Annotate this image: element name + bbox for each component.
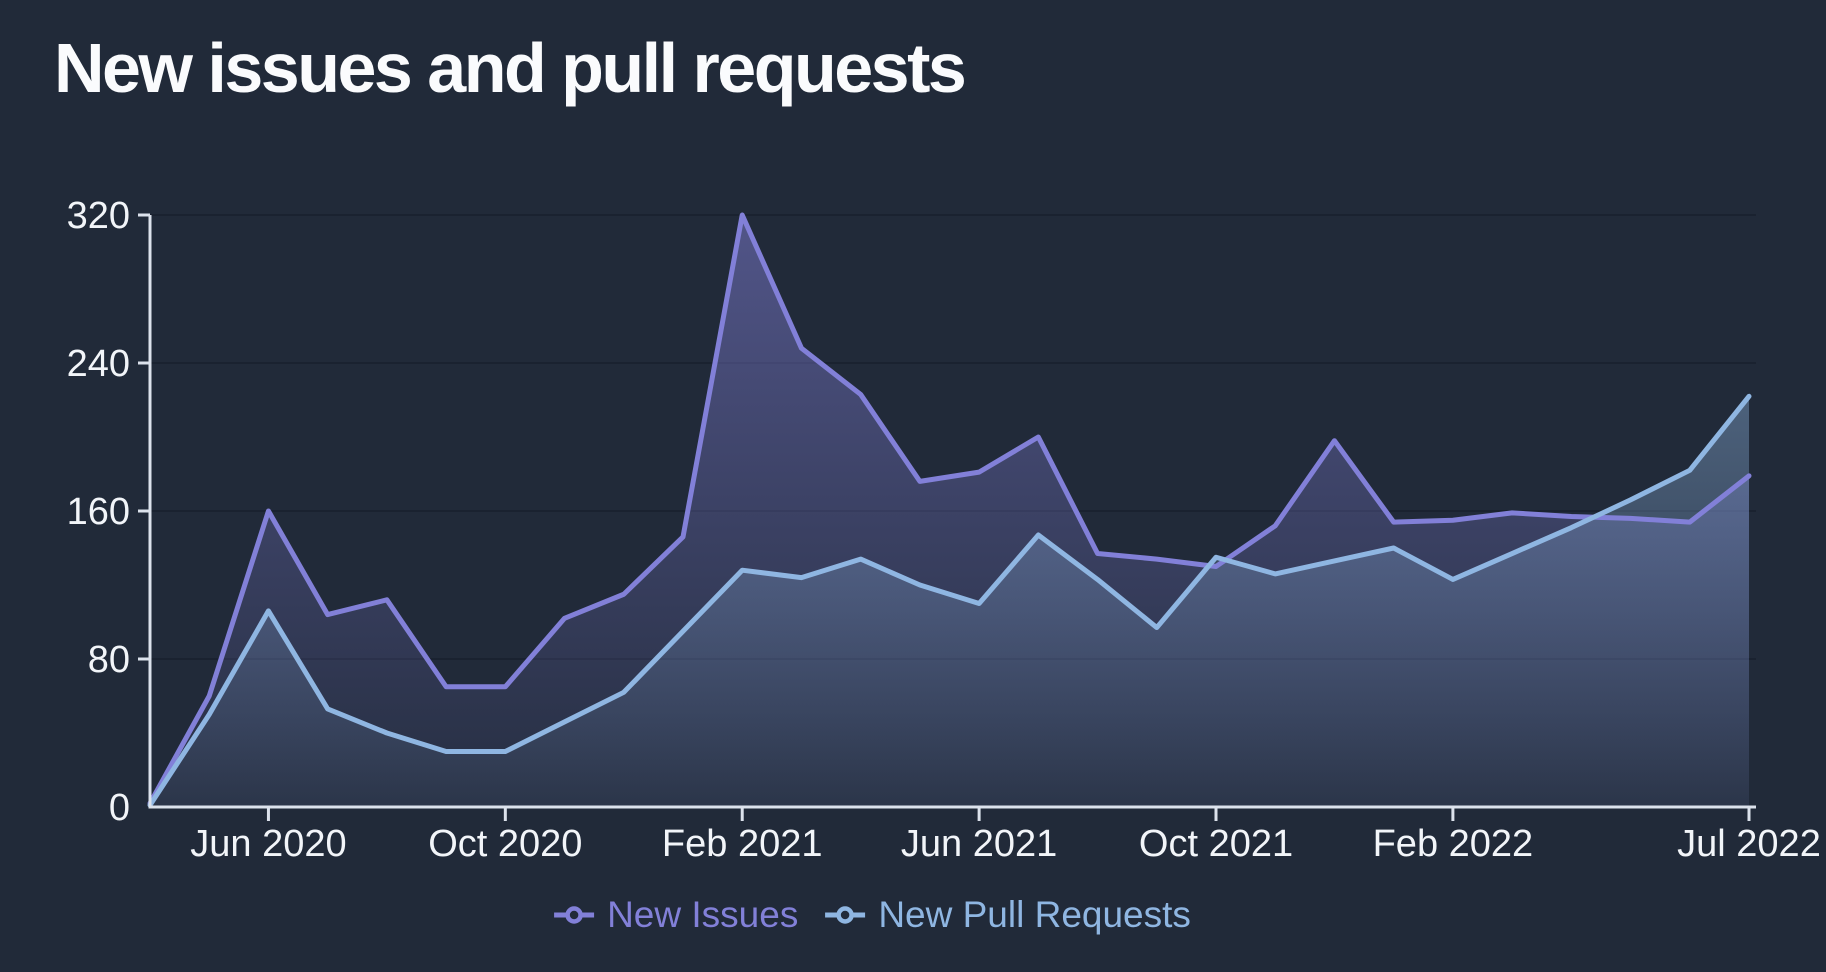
line-new-issues[interactable] — [147, 212, 1752, 806]
y-tick-label-160: 160 — [67, 491, 130, 533]
legend-item-new-issues[interactable]: New Issues — [553, 894, 798, 936]
chart-legend: New Issues New Pull Requests — [553, 894, 1191, 936]
x-tick-label-4: Oct 2021 — [1139, 823, 1293, 865]
y-tick-label-240: 240 — [67, 343, 130, 385]
axis-lines — [148, 215, 1756, 809]
x-tick-label-2: Feb 2021 — [662, 823, 823, 865]
y-tick-label-80: 80 — [88, 639, 130, 681]
legend-series-marker-icon — [554, 906, 595, 924]
x-tick-label-0: Jun 2020 — [190, 823, 346, 865]
page-title: New issues and pull requests — [54, 29, 967, 107]
legend-series-marker-icon — [825, 906, 866, 924]
legend-item-new-pull-requests[interactable]: New Pull Requests — [824, 894, 1191, 936]
x-tick-label-3: Jun 2021 — [901, 823, 1057, 865]
x-tick-label-6: Jul 2022 — [1677, 823, 1821, 865]
area-new-pull-requests — [150, 396, 1749, 807]
line-new-pull-requests[interactable] — [147, 393, 1752, 808]
x-tick-label-1: Oct 2020 — [428, 823, 582, 865]
legend-label: New Pull Requests — [878, 894, 1191, 935]
x-tick-label-5: Feb 2022 — [1373, 823, 1534, 865]
legend-label: New Issues — [607, 894, 799, 935]
y-tick-label-320: 320 — [67, 195, 130, 237]
y-tick-label-0: 0 — [109, 787, 130, 829]
